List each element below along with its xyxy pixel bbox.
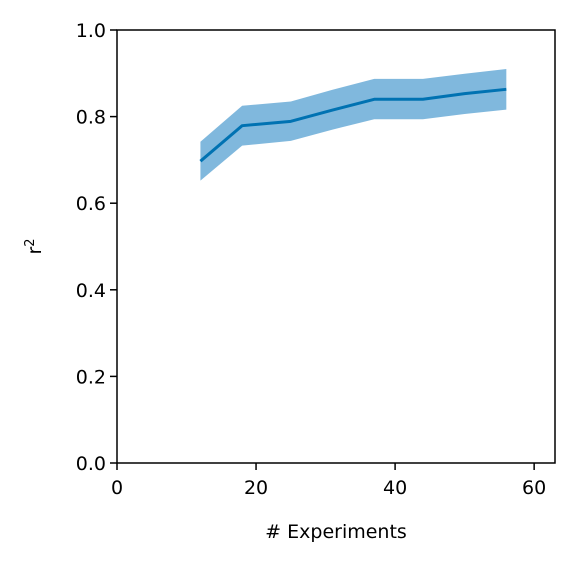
- y-axis-label: r2: [23, 238, 47, 254]
- x-tick-label: 20: [244, 477, 268, 499]
- y-tick-label: 0.6: [76, 193, 106, 215]
- y-tick-label: 0.0: [76, 453, 106, 475]
- y-tick-label: 0.8: [76, 107, 106, 129]
- x-tick-label: 0: [111, 477, 123, 499]
- y-axis-label-base: r: [24, 247, 46, 255]
- y-tick-label: 0.2: [76, 366, 106, 388]
- x-axis-label: # Experiments: [265, 521, 407, 543]
- y-axis-label-superscript: 2: [23, 238, 38, 246]
- y-tick-label: 1.0: [76, 20, 106, 42]
- x-tick-label: 40: [383, 477, 407, 499]
- mean-line: [199, 87, 507, 163]
- y-axis-ticks: 0.0 0.2 0.4 0.6 0.8 1.0: [76, 20, 117, 475]
- y-tick-label: 0.4: [76, 280, 106, 302]
- plot-frame: [116, 29, 556, 464]
- mean-line-layer: [199, 87, 507, 163]
- x-axis-ticks: 0 20 40 60: [111, 463, 546, 499]
- x-tick-label: 60: [522, 477, 546, 499]
